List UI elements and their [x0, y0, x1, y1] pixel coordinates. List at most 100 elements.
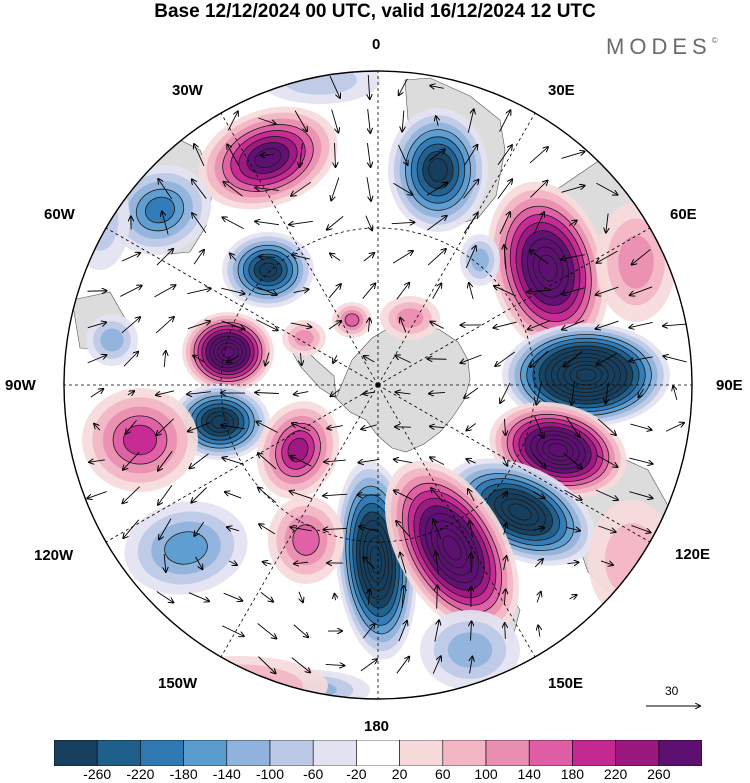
colorbar-tick-label: 220: [603, 766, 628, 782]
wind-vector: [294, 392, 309, 395]
wind-vector: [396, 283, 409, 300]
wind-vector: [87, 491, 107, 499]
wind-vector: [561, 152, 585, 159]
wind-vector: [471, 621, 472, 641]
wind-vector: [463, 213, 477, 234]
wind-vector: [393, 182, 412, 195]
wind-vector: [429, 392, 446, 393]
wind-vector: [463, 180, 479, 199]
wind-vector: [90, 389, 104, 398]
wind-vector: [532, 453, 546, 468]
reference-vector-label: 30: [665, 684, 679, 698]
height-anomaly-field: [70, 71, 676, 699]
wind-vector: [596, 320, 619, 329]
wind-vector: [300, 143, 303, 167]
wind-vector: [466, 423, 476, 431]
colorbar-swatch: [399, 740, 444, 766]
anomaly-contour: [123, 424, 157, 456]
wind-vector: [426, 183, 447, 196]
wind-vector: [529, 147, 548, 164]
label-60w: 60W: [44, 206, 75, 223]
wind-vector: [335, 594, 336, 601]
wind-vector: [396, 521, 411, 538]
wind-vector: [222, 217, 244, 230]
wind-vector: [325, 664, 345, 665]
wind-vector: [402, 586, 404, 609]
wind-vector: [257, 623, 277, 638]
wind-vector: [536, 381, 543, 404]
wind-vector: [534, 559, 543, 568]
colorbar-tick-label: -260: [83, 766, 112, 782]
wind-vector: [564, 489, 581, 500]
wind-vector: [460, 354, 482, 363]
wind-vector: [328, 284, 341, 299]
wind-vector: [222, 458, 244, 465]
wind-vector: [538, 625, 540, 637]
wind-vector: [391, 222, 415, 223]
negative-anomaly-center: [420, 610, 520, 690]
negative-anomaly-center: [70, 170, 130, 270]
wind-vector: [427, 216, 446, 231]
wind-vector: [164, 554, 166, 572]
colorbar-tick-label: 260: [647, 766, 671, 782]
wind-vector: [537, 592, 541, 603]
wind-vector: [333, 354, 337, 363]
negative-anomaly-center: [124, 501, 248, 595]
wind-vector: [164, 351, 166, 368]
wind-vector: [571, 381, 574, 405]
wind-vector: [629, 321, 653, 327]
meridian-line: [377, 384, 536, 658]
anomaly-contour: [604, 523, 660, 597]
wind-vector: [259, 257, 276, 258]
wind-vector: [368, 74, 369, 99]
wind-vector: [330, 389, 340, 397]
south-pole-marker: [375, 382, 381, 388]
brand-name: MODES: [606, 34, 712, 59]
anomaly-contour: [81, 189, 119, 251]
label-150w: 150W: [158, 675, 198, 692]
wind-vector: [568, 220, 577, 226]
anomaly-contour: [508, 503, 532, 521]
wind-vector: [256, 319, 277, 331]
positive-anomaly-center: [268, 496, 344, 584]
wind-vector: [188, 592, 209, 602]
anomaly-contour: [442, 535, 462, 561]
wind-vector: [400, 553, 407, 574]
colorbar-tick-label: -20: [346, 766, 367, 782]
wind-vector: [367, 143, 370, 167]
label-150e: 150E: [548, 675, 584, 692]
wind-vector: [363, 624, 374, 639]
colorbar-swatch: [140, 740, 184, 766]
wind-vector: [194, 521, 205, 536]
wind-vector: [327, 216, 344, 229]
wind-vector: [398, 621, 407, 642]
wind-vector: [569, 595, 576, 599]
wind-vector: [192, 179, 207, 199]
label-30e: 30E: [548, 82, 575, 99]
wind-vector: [392, 251, 413, 264]
wind-vector: [499, 110, 511, 132]
colorbar-tick-label: 180: [560, 766, 585, 782]
wind-vector: [368, 109, 371, 133]
wind-vector: [260, 591, 273, 601]
anomaly-contour: [164, 531, 208, 565]
wind-vector: [629, 491, 652, 499]
wind-vector: [504, 589, 505, 605]
wind-vector: [606, 213, 608, 233]
colorbar-tick-label: -60: [303, 766, 324, 782]
wind-vector: [156, 418, 175, 436]
wind-vector: [638, 388, 644, 397]
positive-anomaly-center: [487, 181, 609, 355]
wind-vector: [123, 451, 140, 470]
wind-vector: [123, 352, 138, 367]
wind-vector: [432, 656, 441, 674]
wind-vector: [323, 494, 348, 496]
wind-vector: [663, 324, 687, 326]
label-120w: 120W: [34, 547, 74, 564]
anomaly-contour: [70, 170, 130, 270]
positive-anomaly-center: [82, 388, 198, 492]
negative-anomaly-center: [388, 108, 488, 232]
wind-vector: [629, 356, 653, 361]
wind-vector: [497, 179, 512, 199]
label-180: 180: [364, 718, 390, 735]
